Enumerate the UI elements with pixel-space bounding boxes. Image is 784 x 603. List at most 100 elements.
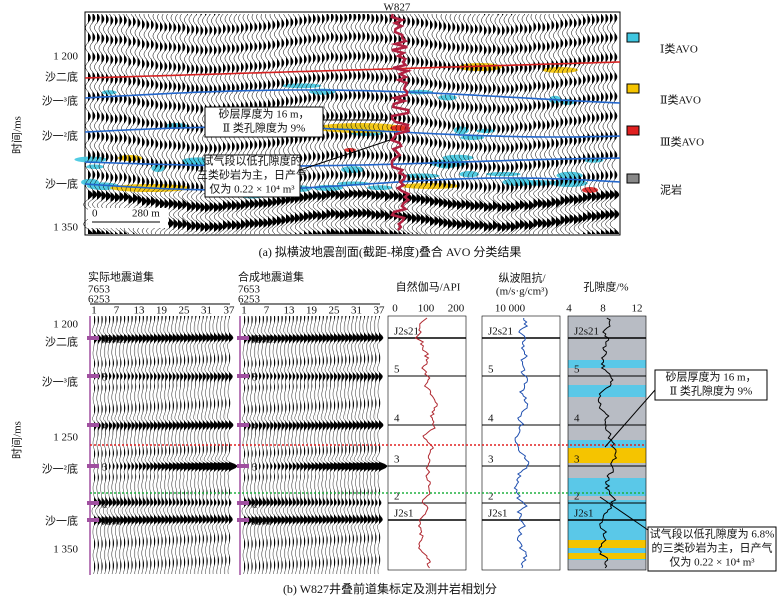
trace-number: 25 (179, 305, 191, 317)
log-curve (414, 317, 438, 569)
seismic-trace-fill (470, 14, 475, 234)
seismic-trace (344, 13, 354, 235)
time-label: 1 350 (53, 222, 78, 234)
marker-label: 4 (488, 413, 494, 425)
seismic-trace (119, 13, 129, 235)
seismic-trace-fill (232, 14, 237, 234)
gather-trace-fill (285, 316, 290, 575)
marker-label: 5 (488, 364, 494, 376)
seismic-trace (479, 13, 489, 235)
seismic-trace-fill (209, 14, 214, 234)
gather-trace-fill (270, 316, 275, 575)
gather-trace (159, 316, 167, 575)
trace-number: 25 (329, 305, 341, 317)
tick-label: 8 (600, 303, 606, 315)
note-text: 的三类砂岩为主，日产气 (652, 541, 773, 555)
seismic-trace (497, 13, 507, 235)
seismic-trace-fill (488, 14, 493, 234)
seismic-trace-fill (385, 14, 390, 234)
gather-trace (279, 315, 287, 575)
seismic-trace (528, 13, 539, 234)
seismic-trace (461, 13, 471, 235)
axis-title: 时间/ms (11, 421, 24, 459)
legend-label: 泥岩 (660, 183, 682, 197)
seismic-trace-fill (596, 14, 601, 234)
panel-title: 合成地震道集 (238, 270, 304, 284)
note-box: 砂层厚度为 16 m， Ⅱ 类孔隙度为 9% 试气段以低孔隙度为 6.8% 的三… (599, 369, 777, 572)
seismic-trace-fill (587, 14, 592, 234)
log-curve (597, 317, 618, 569)
gather-trace-fill (184, 316, 190, 575)
time-label: 1 200 (53, 319, 78, 331)
gather-trace-fill (266, 316, 271, 575)
seismic-trace-fill (524, 14, 529, 234)
seismic-trace-fill (110, 14, 115, 234)
horizon-label: 沙一²底 (42, 129, 78, 143)
marker-label: 4 (574, 413, 580, 425)
gather-trace (290, 315, 298, 575)
horizon-line (84, 157, 621, 167)
gather-trace-fill (274, 316, 279, 575)
seismic-trace (137, 13, 147, 235)
gather-trace (207, 315, 218, 575)
seismic-trace (123, 13, 134, 235)
log-curve (513, 317, 530, 569)
gather-trace-fill (180, 316, 186, 575)
seismic-trace (524, 13, 534, 235)
horizon-label: 沙一³底 (42, 375, 78, 389)
horizon-label: 沙一³底 (42, 94, 78, 108)
seismic-trace (492, 13, 503, 235)
seismic-trace-fill (304, 14, 309, 234)
seismic-trace (384, 13, 395, 235)
gather-trace-fill (131, 316, 136, 575)
seismic-trace-fill (128, 14, 133, 234)
seismic-trace (114, 13, 125, 235)
facies-band (568, 540, 646, 548)
gather-trace-fill (330, 316, 336, 575)
seismic-trace (321, 13, 332, 235)
seismic-trace (447, 13, 458, 235)
trace-number: 1 (241, 305, 247, 317)
marker-tick (237, 464, 249, 468)
gather-trace-fill (101, 316, 106, 575)
horizon-label: 沙一²底 (42, 462, 78, 476)
seismic-trace (371, 13, 381, 235)
gather-trace-fill (112, 316, 118, 575)
gather-trace (350, 315, 361, 575)
trace-number: 31 (351, 305, 362, 317)
trace-number: 13 (134, 305, 146, 317)
well-label: W827 (384, 2, 411, 14)
marker-label: 4 (102, 421, 108, 433)
horizon-line (84, 177, 621, 191)
note-text: 砂层厚度为 16 m， (218, 107, 309, 121)
seismic-trace-fill (412, 14, 417, 234)
marker-label: J2s1 (102, 516, 122, 528)
seismic-trace (150, 13, 161, 235)
seismic-trace-fill (466, 14, 471, 234)
gather-trace-fill (244, 316, 249, 575)
gather-trace-fill (289, 316, 294, 575)
horizon-line (84, 61, 621, 79)
seismic-trace (339, 13, 350, 235)
gather-trace-fill (281, 316, 286, 575)
gather-trace (294, 316, 302, 575)
gather-trace (364, 315, 377, 575)
horizon-label: 沙二底 (45, 335, 78, 349)
facies-band (568, 500, 646, 560)
gather-trace (214, 315, 227, 575)
marker-label: 2 (488, 491, 494, 503)
gather-trace-fill (259, 316, 264, 575)
seismic-trace-fill (173, 14, 178, 234)
marker-label: 2 (102, 499, 108, 511)
seismic-trace (542, 13, 552, 234)
avo-patch (460, 135, 485, 140)
gather-trace-fill (307, 316, 312, 575)
panel-range: 7653 (238, 284, 261, 296)
marker-label: 2 (574, 491, 580, 503)
gather-trace-fill (139, 316, 144, 575)
seismic-trace (348, 13, 359, 235)
marker-label: J2s21 (488, 326, 513, 338)
panel-title: 纵波阻抗/ (498, 271, 546, 285)
avo-patch (485, 171, 521, 177)
